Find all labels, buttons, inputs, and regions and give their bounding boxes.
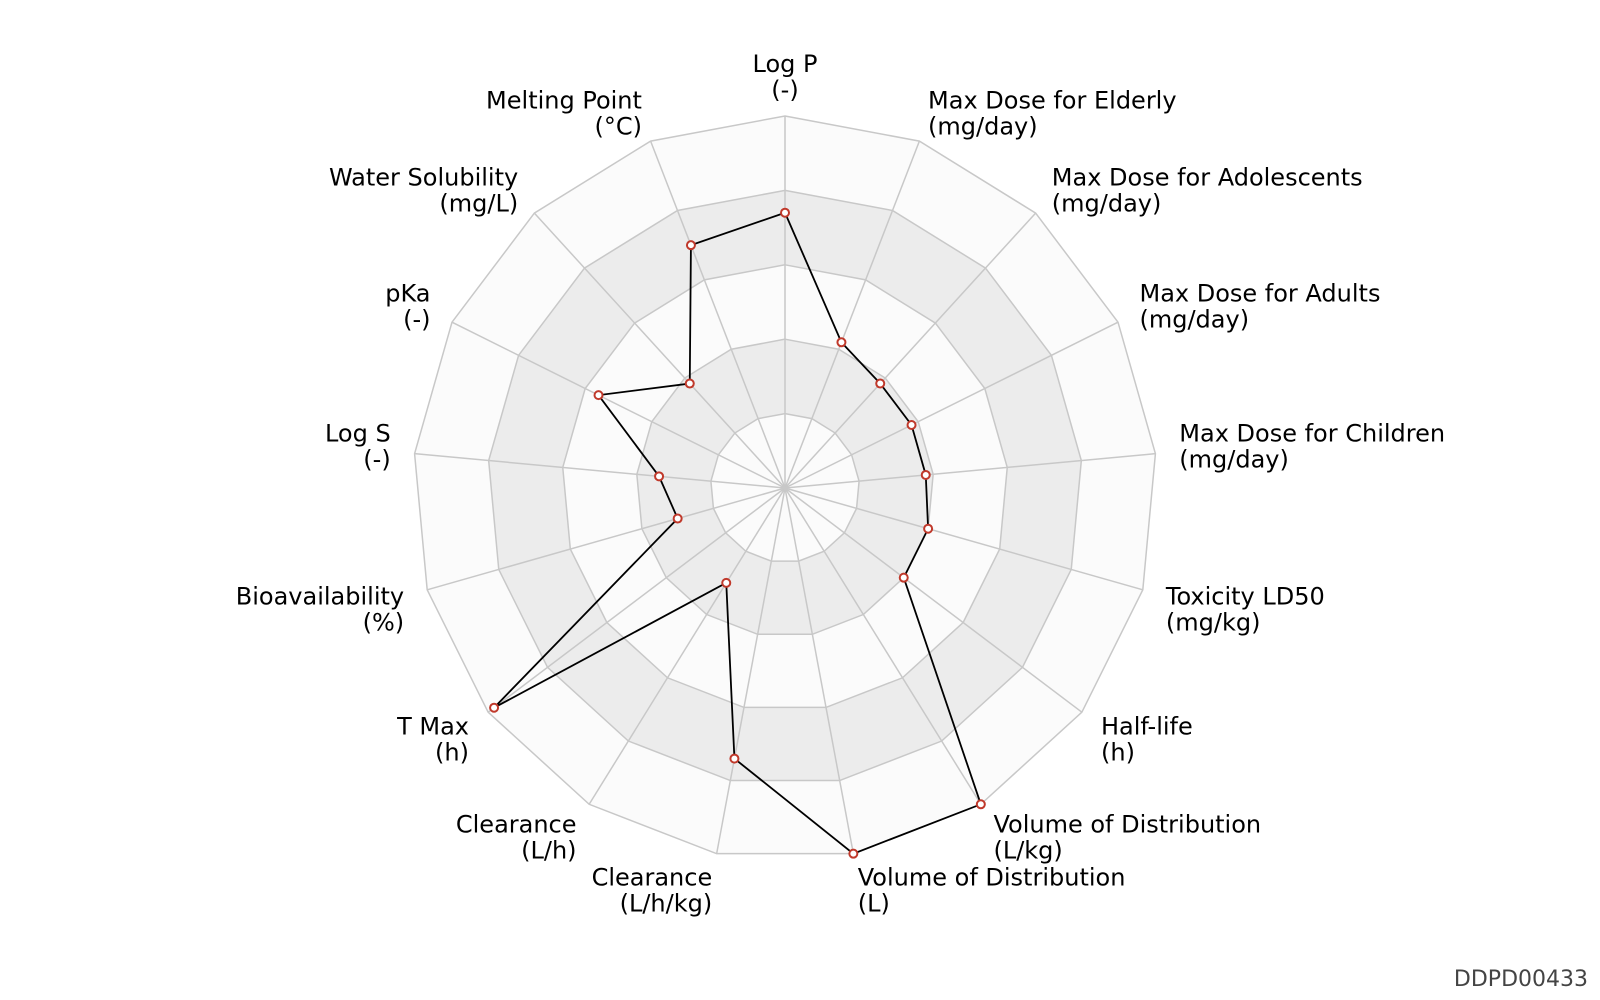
axis-unit: (L/h) xyxy=(521,837,576,865)
axis-label-12: Bioavailability (%) xyxy=(236,582,404,636)
axis-unit: (L) xyxy=(858,889,890,917)
spoke-7 xyxy=(784,487,982,805)
axis-unit: (-) xyxy=(403,305,430,333)
data-point-15 xyxy=(684,378,695,389)
spoke-16 xyxy=(649,140,786,489)
data-point-8 xyxy=(848,848,859,859)
spoke-13 xyxy=(414,452,786,489)
axis-label-8: Volume of Distribution (L) xyxy=(858,863,1126,917)
spoke-9 xyxy=(715,487,786,854)
axis-name: Volume of Distribution xyxy=(858,863,1126,891)
axis-unit: (mg/day) xyxy=(1139,305,1249,333)
spoke-14 xyxy=(451,321,786,489)
axis-label-7: Volume of Distribution (L/kg) xyxy=(993,811,1261,865)
axis-name: Log P xyxy=(753,50,818,78)
axis-unit: (L/h/kg) xyxy=(620,889,713,917)
data-point-14 xyxy=(593,390,604,401)
axis-unit: (L/kg) xyxy=(993,837,1062,865)
radar-spokes xyxy=(414,116,1156,854)
spoke-12 xyxy=(426,487,786,591)
axis-label-2: Max Dose for Adolescents (mg/day) xyxy=(1052,163,1363,217)
axis-name: T Max xyxy=(396,713,469,741)
spoke-15 xyxy=(533,212,786,489)
axis-name: Melting Point xyxy=(486,87,642,115)
data-series xyxy=(489,207,986,859)
data-point-3 xyxy=(906,419,917,430)
axis-label-15: Water Solubility (mg/L) xyxy=(329,163,518,217)
axis-label-4: Max Dose for Children (mg/day) xyxy=(1179,419,1445,473)
data-point-6 xyxy=(898,572,909,583)
chart-id-label: DDPD00433 xyxy=(1453,967,1588,992)
axis-label-6: Half-life (h) xyxy=(1101,713,1193,767)
axis-unit: (mg/day) xyxy=(1052,189,1162,217)
axis-name: Log S xyxy=(325,419,391,447)
data-point-11 xyxy=(489,702,500,713)
axis-label-10: Clearance (L/h) xyxy=(456,811,577,865)
axis-name: Clearance xyxy=(456,811,577,839)
axis-name: Max Dose for Elderly xyxy=(928,87,1177,115)
axis-name: Volume of Distribution xyxy=(993,811,1261,839)
data-point-13 xyxy=(654,471,665,482)
data-point-12 xyxy=(672,513,683,524)
axis-name: Max Dose for Adults xyxy=(1139,279,1380,307)
axis-label-3: Max Dose for Adults (mg/day) xyxy=(1139,279,1380,333)
axis-label-14: pKa (-) xyxy=(385,279,430,333)
data-point-16 xyxy=(685,240,696,251)
axis-name: Max Dose for Adolescents xyxy=(1052,163,1363,191)
data-point-4 xyxy=(920,469,931,480)
axis-unit: (%) xyxy=(363,608,405,636)
data-point-1 xyxy=(836,337,847,348)
axis-label-1: Max Dose for Elderly (mg/day) xyxy=(928,87,1177,141)
data-point-7 xyxy=(975,799,986,810)
axis-name: Max Dose for Children xyxy=(1179,419,1445,447)
axis-unit: (h) xyxy=(435,739,469,767)
axis-unit: (°C) xyxy=(594,113,641,141)
data-point-5 xyxy=(923,523,934,534)
axis-unit: (h) xyxy=(1101,739,1135,767)
spoke-6 xyxy=(784,487,1083,713)
spoke-2 xyxy=(784,212,1037,489)
data-point-0 xyxy=(780,207,790,218)
axis-name: Water Solubility xyxy=(329,163,518,191)
spoke-4 xyxy=(784,452,1156,489)
axis-unit: (mg/L) xyxy=(439,189,518,217)
axis-name: Clearance xyxy=(592,863,713,891)
spoke-11 xyxy=(487,487,786,713)
axis-label-9: Clearance (L/h/kg) xyxy=(592,863,713,917)
axis-unit: (-) xyxy=(771,76,798,104)
axis-name: pKa xyxy=(385,279,430,307)
series-line-0 xyxy=(493,211,982,855)
data-point-2 xyxy=(875,378,886,389)
axis-label-5: Toxicity LD50 (mg/kg) xyxy=(1165,582,1325,636)
axis-label-13: Log S (-) xyxy=(325,419,391,473)
axis-label-16: Melting Point (°C) xyxy=(486,87,642,141)
axis-name: Bioavailability xyxy=(236,582,404,610)
axis-name: Half-life xyxy=(1101,713,1193,741)
axis-label-0: Log P (-) xyxy=(753,50,818,104)
spoke-3 xyxy=(784,321,1119,489)
data-point-9 xyxy=(729,753,740,764)
axis-unit: (-) xyxy=(363,445,390,473)
axis-name: Toxicity LD50 xyxy=(1165,582,1325,610)
axis-label-11: T Max (h) xyxy=(396,713,469,767)
data-point-10 xyxy=(721,577,732,588)
axis-labels: Log P (-) Max Dose for Elderly (mg/day)Max … xyxy=(236,50,1445,917)
axis-unit: (mg/kg) xyxy=(1166,608,1261,636)
axis-unit: (mg/day) xyxy=(1179,445,1289,473)
spoke-10 xyxy=(588,487,786,805)
axis-unit: (mg/day) xyxy=(928,113,1038,141)
spoke-1 xyxy=(784,140,921,489)
spoke-5 xyxy=(784,487,1144,591)
spoke-8 xyxy=(784,487,855,854)
